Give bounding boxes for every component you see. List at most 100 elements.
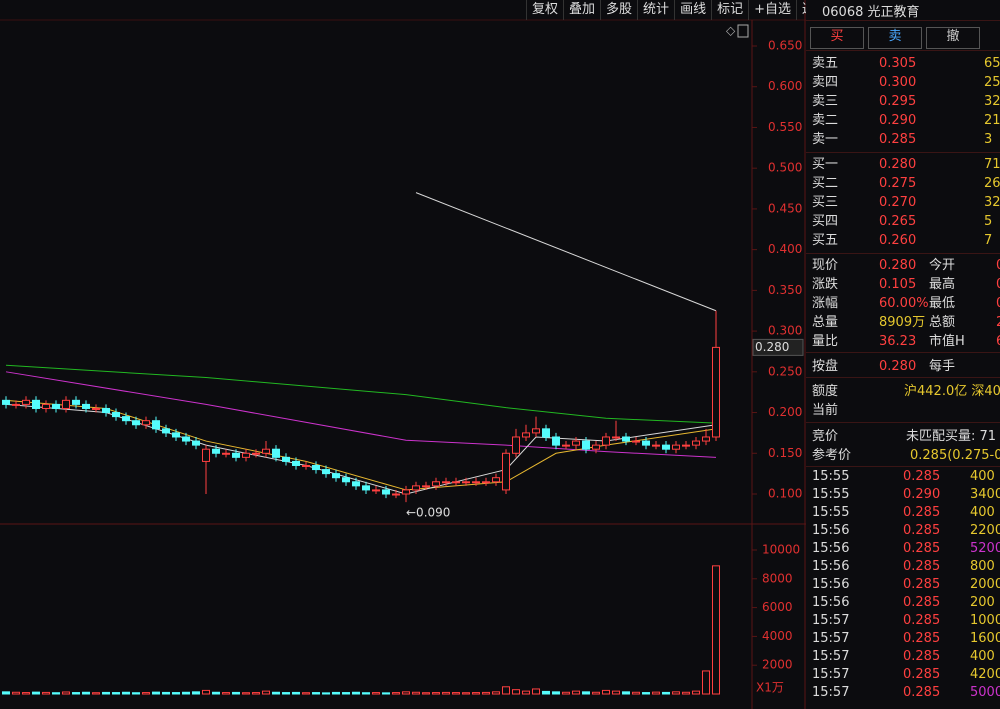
trade-volume: 1600 xyxy=(970,631,1000,646)
trade-time: 15:56 xyxy=(812,595,850,610)
candle-body xyxy=(122,416,130,422)
trade-button[interactable]: 卖 xyxy=(868,27,922,49)
candle-body xyxy=(272,448,280,458)
separator xyxy=(806,253,1000,254)
toolbar-button[interactable]: 统计 xyxy=(637,0,674,20)
candle-body xyxy=(412,485,420,491)
trade-price: 0.290 xyxy=(903,487,941,502)
volume-bar xyxy=(652,691,660,695)
toolbar-button[interactable]: 叠加 xyxy=(563,0,600,20)
candle-body xyxy=(32,399,40,409)
y-tick-label: 0.450 xyxy=(768,201,802,215)
trade-volume: 400 xyxy=(970,505,995,520)
stat-value: 36.23 xyxy=(879,334,917,349)
candle-body xyxy=(572,440,580,446)
candle-body xyxy=(342,477,350,483)
volume-bar xyxy=(272,691,280,695)
candle-body xyxy=(652,444,660,447)
toolbar-button[interactable]: 多股 xyxy=(600,0,637,20)
unit-label: X1万 xyxy=(756,681,784,695)
volume-bar xyxy=(642,692,650,695)
trade-button[interactable]: 撤 xyxy=(926,27,980,49)
candle-body xyxy=(2,399,10,405)
candle-body xyxy=(702,436,710,442)
book-label: 买四 xyxy=(812,214,839,229)
volume-bar xyxy=(352,691,360,695)
stat-label: 额度 xyxy=(812,384,839,399)
trade-price: 0.285 xyxy=(903,685,941,700)
candle-body xyxy=(42,403,50,409)
stat-label: 最高 xyxy=(929,277,956,292)
trade-price: 0.285 xyxy=(903,541,941,556)
candle-body xyxy=(662,444,670,450)
candle-body xyxy=(92,407,100,410)
price-marker: 0.280 xyxy=(755,340,789,354)
candle-body xyxy=(602,436,610,446)
candle-body xyxy=(442,481,450,484)
book-label: 买五 xyxy=(812,233,839,248)
volume-bar xyxy=(552,691,560,695)
trade-volume: 400 xyxy=(970,469,995,484)
volume-bar xyxy=(152,691,160,695)
stat-label: 今开 xyxy=(929,258,956,273)
trade-time: 15:57 xyxy=(812,685,850,700)
volume-bar xyxy=(632,691,640,695)
stat-value: 0 xyxy=(996,257,1000,275)
volume-bar xyxy=(2,691,10,695)
stat-label: 最低 xyxy=(929,296,956,311)
y-tick-label: 4000 xyxy=(762,629,793,643)
stat-label: 每手 xyxy=(929,359,956,374)
trade-price: 0.285 xyxy=(903,667,941,682)
volume-bar xyxy=(242,692,250,695)
toolbar-button[interactable]: +自选 xyxy=(748,0,796,20)
stat-value: 8909万 xyxy=(879,315,926,330)
icon[interactable]: ◇ xyxy=(726,24,736,38)
volume-bar xyxy=(662,691,670,695)
candle-body xyxy=(212,448,220,454)
volume-bar xyxy=(582,691,590,695)
toolbar-button[interactable]: 复权 xyxy=(526,0,563,20)
candle-body xyxy=(152,420,160,430)
book-volume: 21 xyxy=(984,113,1000,128)
separator xyxy=(806,152,1000,153)
volume-bar xyxy=(182,691,190,695)
candle-body xyxy=(22,399,30,405)
candle-body xyxy=(502,452,510,491)
icon[interactable] xyxy=(737,24,749,38)
book-price: 0.280 xyxy=(879,157,917,172)
y-tick-label: 10000 xyxy=(762,543,800,557)
candle-body xyxy=(282,456,290,462)
candle-body xyxy=(252,452,260,455)
y-tick-label: 2000 xyxy=(762,658,793,672)
volume-bar xyxy=(472,692,480,695)
book-label: 卖二 xyxy=(812,113,839,128)
candle-body xyxy=(462,481,470,484)
volume-bar xyxy=(302,692,310,695)
stat-value: 0 xyxy=(996,295,1000,313)
volume-bar xyxy=(622,691,630,695)
ma-line xyxy=(5,371,717,458)
trade-price: 0.285 xyxy=(903,595,941,610)
quote-panel: 06068 光正教育买卖撤卖五 0.305 65 卖四 0.300 25 卖三 0.295 32… xyxy=(806,0,1000,709)
trade-volume: 5200 xyxy=(970,541,1000,556)
toolbar-button[interactable]: 画线 xyxy=(674,0,711,20)
volume-bar xyxy=(122,691,130,695)
volume-bar xyxy=(332,691,340,695)
low-annotation: ←0.090 xyxy=(406,506,450,520)
candle-body xyxy=(302,464,310,467)
stat-label: 当前 xyxy=(812,403,839,418)
trade-button[interactable]: 买 xyxy=(810,27,864,49)
candle-body xyxy=(292,460,300,466)
stat-value: 0.280 xyxy=(879,359,917,374)
candle-body xyxy=(422,485,430,488)
volume-bar xyxy=(102,691,110,695)
volume-bar xyxy=(452,692,460,695)
toolbar-button[interactable]: 标记 xyxy=(711,0,748,20)
y-tick-label: 0.400 xyxy=(768,242,802,256)
book-price: 0.300 xyxy=(879,75,917,90)
candle-body xyxy=(52,403,60,409)
book-volume: 65 xyxy=(984,56,1000,71)
candle-body xyxy=(552,436,560,446)
